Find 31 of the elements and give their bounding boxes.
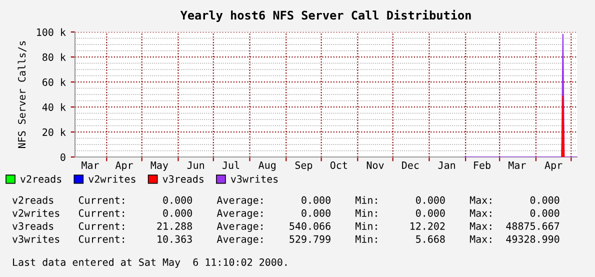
x-tick-label: Jan <box>438 162 455 169</box>
legend-label: v2writes <box>88 175 136 183</box>
text: v2writes Current: 0.000 Average: 0.000 Min: 0.000 Max: 0.000 <box>12 209 560 219</box>
legend-label: v3writes <box>230 175 278 183</box>
legend-label: v2reads <box>20 175 62 183</box>
y-tick-label: 100 k <box>37 28 66 36</box>
x-tick-label: Mar <box>508 162 526 169</box>
x-tick-label: Dec <box>402 162 419 169</box>
text: v3writes Current: 10.363 Average: 529.799 Min: 5.668 Max: 49328.990 <box>12 235 560 245</box>
y-tick-label: 0 <box>60 153 66 161</box>
x-tick-label: Mar <box>82 162 99 169</box>
y-axis-title: NFS Server Calls/s <box>18 41 26 148</box>
legend-label: v3reads <box>162 175 204 183</box>
x-tick-label: Sep <box>295 161 312 171</box>
x-tick-label: Aug <box>258 161 276 171</box>
x-tick-label: Feb <box>474 161 490 169</box>
x-tick-label: Nov <box>366 162 384 169</box>
text: v2reads Current: 0.000 Average: 0.000 Min: 0.000 Max: 0.000 <box>12 196 560 206</box>
x-tick-label: Jun <box>187 162 204 169</box>
y-tick-label: 80 k <box>42 53 66 61</box>
text: Last data entered at Sat May 6 11:10:02 2000. <box>13 258 287 268</box>
x-tick-label: Oct <box>330 161 347 169</box>
x-tick-label: Jul <box>222 161 240 169</box>
y-tick-label: 40 k <box>42 103 66 111</box>
y-tick-label: 20 k <box>42 128 66 136</box>
text: v3reads Current: 21.288 Average: 540.066 Min: 12.202 Max: 48875.667 <box>12 222 560 232</box>
x-tick-label: May <box>150 162 168 171</box>
y-tick-label: 60 k <box>42 78 66 86</box>
chart-title: Yearly host6 NFS Server Call Distribution <box>180 10 471 22</box>
x-tick-label: Apr <box>115 162 133 171</box>
x-tick-label: Apr <box>544 162 562 171</box>
